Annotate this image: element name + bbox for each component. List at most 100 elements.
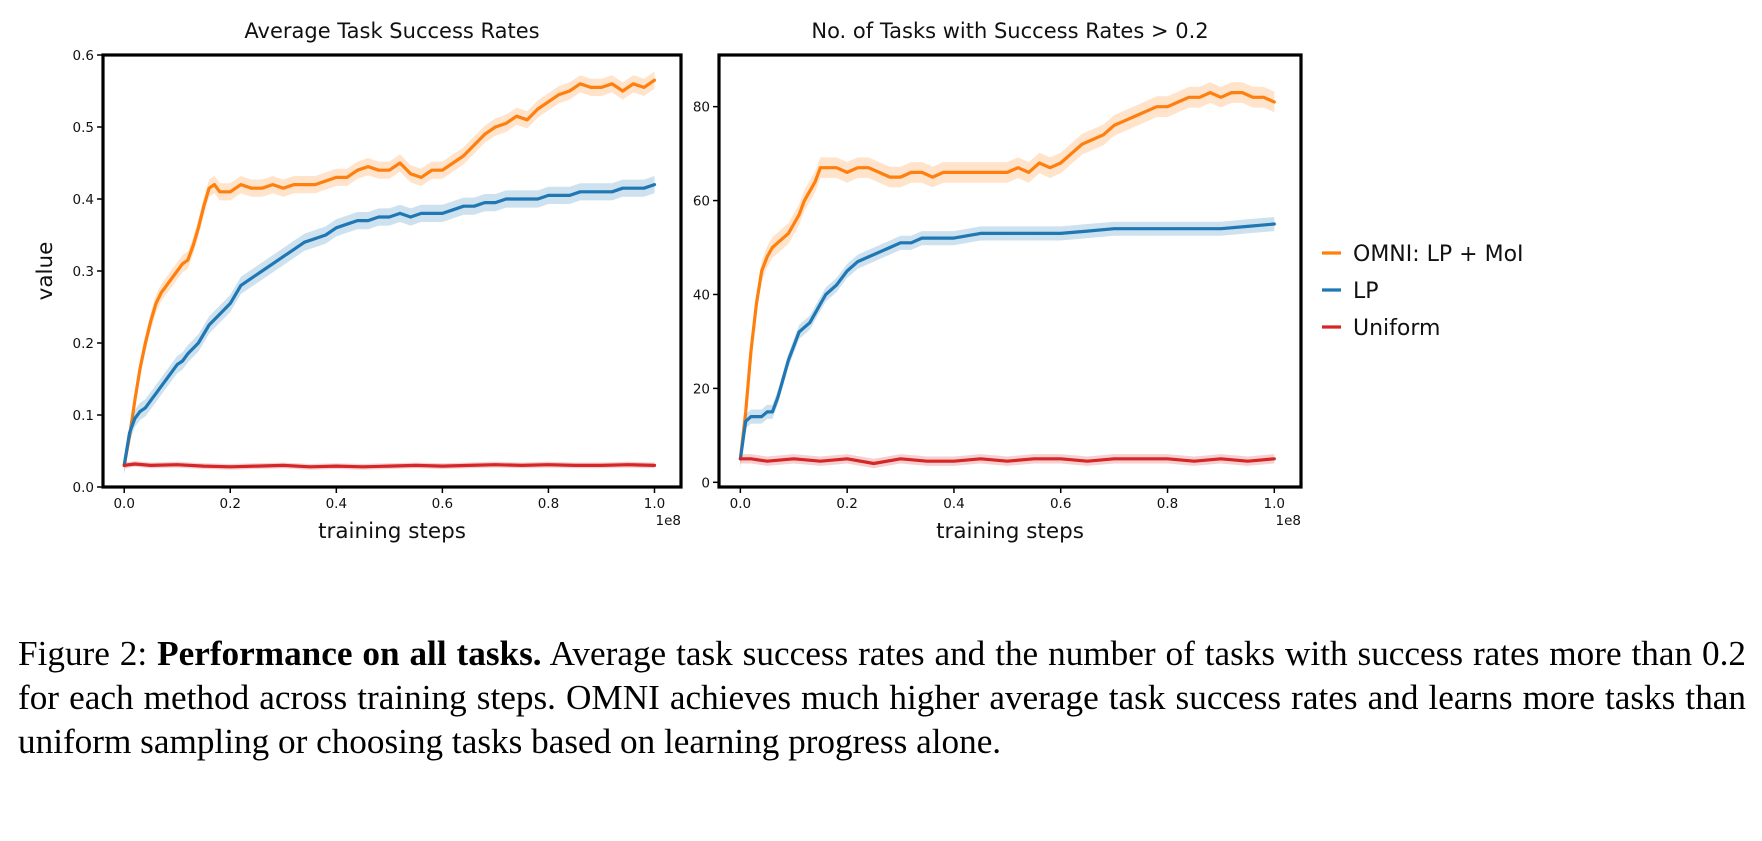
data-point (632, 187, 635, 189)
data-point (771, 411, 774, 413)
data-point (335, 465, 338, 467)
data-point (537, 198, 539, 200)
data-point (825, 166, 827, 169)
data-point (367, 219, 369, 222)
data-point (282, 187, 285, 189)
data-point (431, 169, 433, 171)
y-tick-label: 80 (693, 100, 710, 116)
data-point (494, 201, 497, 204)
data-point (910, 242, 912, 244)
data-point (462, 155, 465, 157)
data-point (995, 171, 998, 174)
legend: OMNI: LP + MoI LP Uniform (1322, 242, 1524, 341)
data-point (240, 284, 242, 287)
data-point (953, 460, 955, 463)
y-axis-label: value (33, 242, 58, 301)
data-point (176, 463, 178, 466)
data-point (362, 466, 364, 468)
data-point (819, 303, 822, 305)
y-tick-label: 0 (701, 475, 710, 491)
data-point (388, 465, 391, 467)
data-point (293, 248, 295, 251)
data-point (181, 360, 184, 362)
data-point (953, 171, 955, 174)
data-point (1166, 227, 1169, 230)
data-point (1220, 96, 1222, 99)
caption-title: Performance on all tasks. (157, 634, 542, 673)
data-point (1166, 105, 1169, 108)
data-point (176, 363, 178, 366)
data-point (974, 171, 977, 174)
data-point (1209, 91, 1211, 94)
data-point (931, 176, 934, 178)
data-point (134, 463, 136, 465)
data-point (1049, 166, 1051, 169)
data-point (367, 165, 369, 168)
data-point (134, 417, 136, 420)
plot-average-success: 0.0 0.2 0.4 0.6 0.8 1.0 0.0 0.1 0.2 0.3 0.4 0.5 0.6 1… (33, 19, 683, 544)
data-point (568, 90, 571, 92)
data-point (1166, 458, 1169, 460)
caption-body: Average task success rates and the numbe… (18, 634, 1747, 761)
axes-frame (101, 53, 683, 489)
data-point (867, 166, 870, 169)
chart-title: No. of Tasks with Success Rates > 0.2 (811, 19, 1208, 43)
data-point (484, 201, 486, 204)
data-point (1177, 101, 1179, 103)
data-point (409, 173, 412, 175)
data-point (324, 234, 327, 236)
data-point (750, 415, 752, 418)
y-tick-label: 0.5 (73, 120, 94, 136)
data-point (953, 237, 955, 239)
data-point (825, 293, 827, 296)
data-point (1252, 96, 1254, 99)
x-tick-label: 0.8 (1157, 496, 1178, 512)
series-band-0 (740, 82, 1275, 470)
data-point (873, 462, 875, 465)
series-line-0 (738, 90, 1276, 461)
data-point (165, 378, 168, 380)
data-point (176, 270, 178, 272)
data-point (229, 466, 232, 468)
series-line-1 (122, 183, 657, 467)
data-point (1188, 96, 1190, 99)
data-point (739, 458, 742, 460)
data-point (1113, 124, 1115, 127)
data-point (1156, 105, 1158, 108)
y-tick-label: 60 (693, 194, 710, 210)
data-point (878, 171, 880, 174)
data-point (632, 83, 635, 85)
data-point (819, 460, 822, 463)
data-point (1273, 223, 1276, 225)
x-axis-label: training steps (318, 519, 466, 544)
data-point (537, 108, 539, 110)
y-tick-label: 20 (693, 381, 710, 397)
data-point (505, 198, 507, 200)
data-point (600, 191, 603, 193)
data-point (1140, 227, 1142, 230)
data-point (1113, 458, 1115, 460)
data-point (766, 460, 768, 463)
series-line-2 (738, 457, 1276, 466)
data-point (1241, 91, 1244, 94)
data-point (653, 183, 656, 186)
data-point (255, 465, 258, 467)
data-point (803, 199, 806, 202)
data-point (415, 464, 417, 467)
series-line-0 (122, 78, 657, 467)
data-point (213, 183, 216, 186)
data-point (1273, 101, 1276, 103)
data-point (793, 458, 795, 460)
data-point (420, 212, 423, 215)
data-point (388, 216, 391, 218)
data-point (558, 194, 560, 197)
data-point (653, 79, 656, 81)
data-point (420, 176, 423, 179)
data-point (889, 246, 891, 249)
data-point (123, 464, 125, 467)
data-point (547, 463, 550, 466)
data-point (526, 119, 528, 121)
data-point (314, 237, 316, 240)
data-point (282, 255, 285, 258)
